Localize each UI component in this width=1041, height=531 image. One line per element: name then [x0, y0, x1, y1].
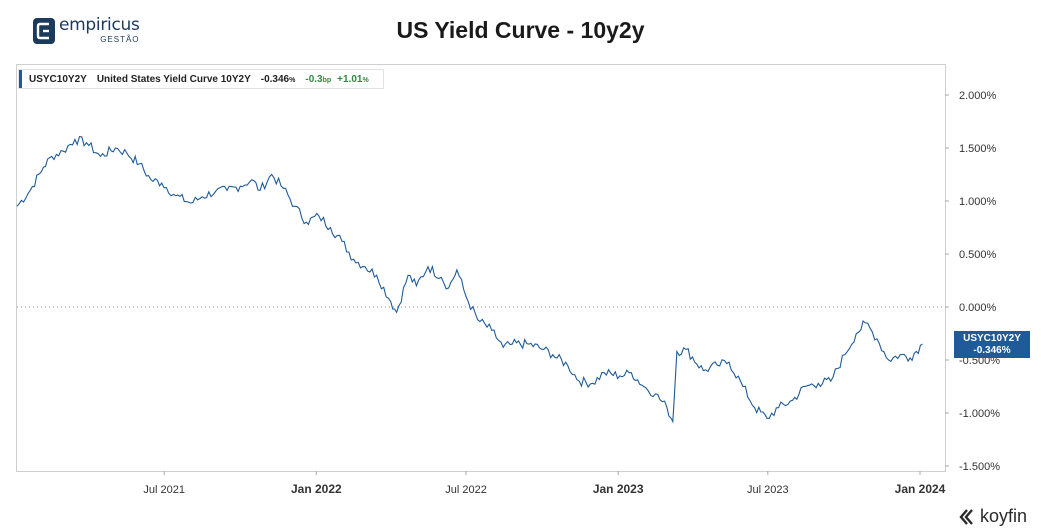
brand-logo: empiricus GESTÃO	[33, 17, 140, 44]
last-value-label: USYC10Y2Y -0.346%	[954, 331, 1030, 358]
legend-change-bp: -0.3bp	[305, 73, 332, 85]
brand-name: empiricus	[59, 15, 140, 35]
chart-title: US Yield Curve - 10y2y	[396, 17, 645, 43]
y-tick-label: -0.500%	[959, 355, 1000, 367]
y-tick-label: 2.000%	[959, 90, 997, 102]
x-tick-label: Jan 2023	[593, 482, 644, 496]
y-tick-label: -1.000%	[959, 408, 1000, 420]
x-tick-label: Jul 2023	[747, 484, 789, 496]
y-tick-label: -1.500%	[959, 461, 1000, 473]
koyfin-icon	[959, 508, 973, 525]
y-tick-label: 0.500%	[959, 249, 997, 261]
x-tick-label: Jul 2022	[445, 484, 487, 496]
x-tick-label: Jan 2024	[895, 482, 946, 496]
series-legend[interactable]: USYC10Y2Y United States Yield Curve 10Y2…	[18, 69, 384, 89]
x-tick-label: Jan 2022	[291, 482, 342, 496]
legend-ticker: USYC10Y2Y	[29, 73, 87, 85]
legend-value: -0.346%	[260, 73, 296, 85]
x-tick-label: Jul 2021	[143, 484, 185, 496]
brand-subtitle: GESTÃO	[100, 35, 140, 44]
plot-area	[16, 64, 946, 472]
legend-color-bar	[19, 70, 22, 88]
y-tick-label: 1.000%	[959, 196, 997, 208]
koyfin-logo: koyfin	[959, 506, 1027, 527]
legend-change-pct: +1.01%	[337, 73, 369, 85]
series-line-usyc10y2y	[16, 135, 923, 424]
brand-mark-icon	[33, 17, 55, 44]
y-tick-label: 1.500%	[959, 143, 997, 155]
y-tick-label: 0.000%	[959, 302, 997, 314]
legend-series-name: United States Yield Curve 10Y2Y	[96, 73, 251, 85]
